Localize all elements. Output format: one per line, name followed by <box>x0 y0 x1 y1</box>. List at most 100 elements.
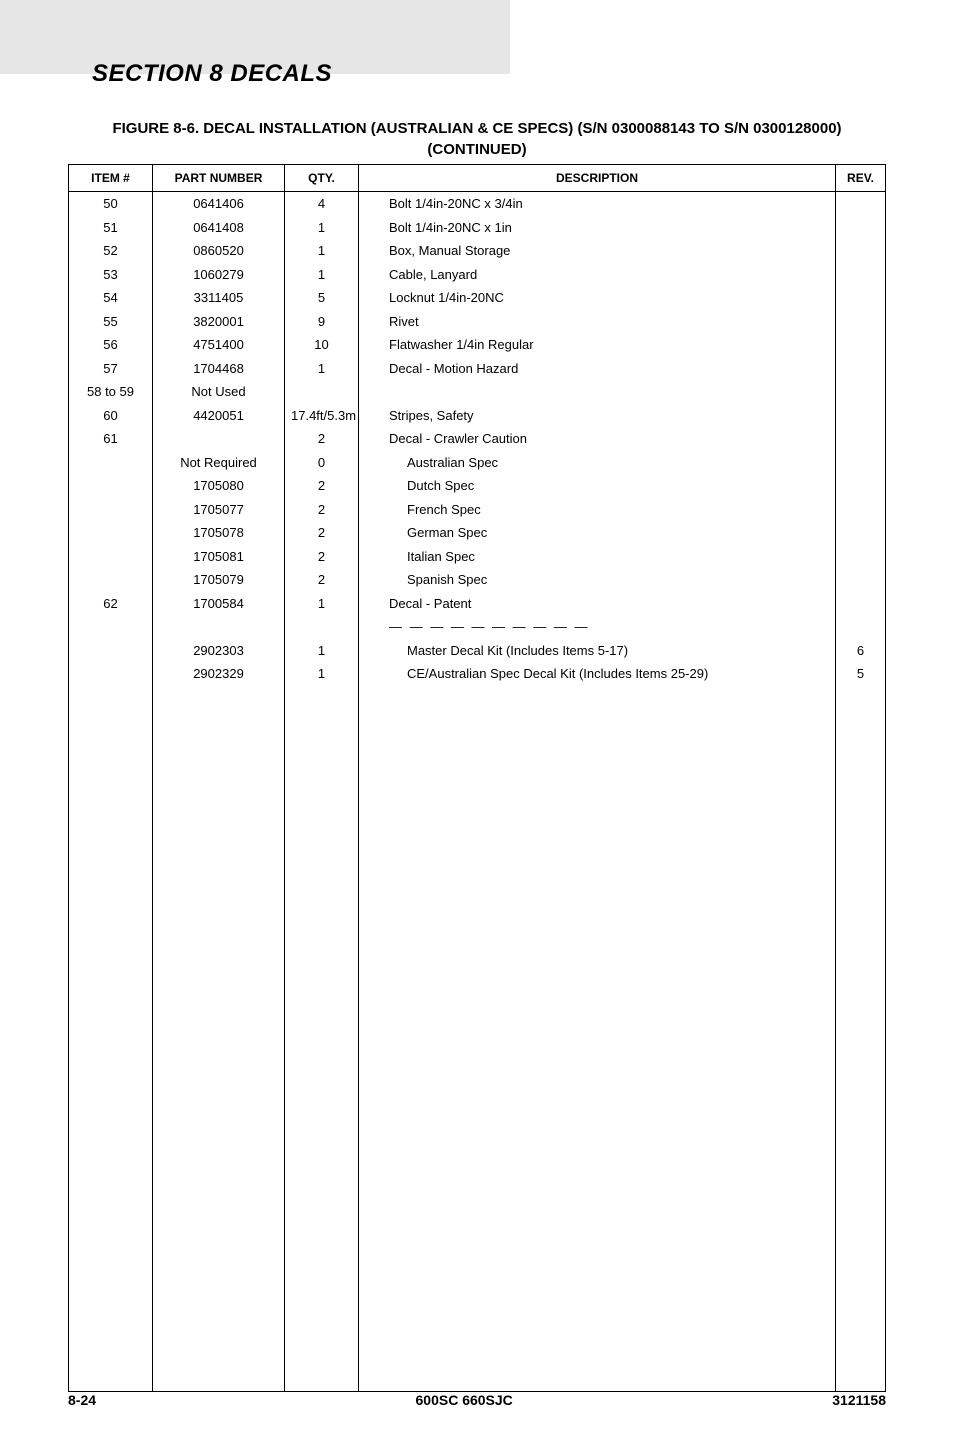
cell-blank <box>69 1085 153 1109</box>
figure-title: FIGURE 8-6. DECAL INSTALLATION (AUSTRALI… <box>87 118 867 160</box>
table-row-blank <box>69 1085 886 1109</box>
cell-blank <box>69 874 153 898</box>
cell-blank <box>69 1203 153 1227</box>
table-row-blank <box>69 1156 886 1180</box>
cell-blank <box>359 921 836 945</box>
table-row: 29023291CE/Australian Spec Decal Kit (In… <box>69 662 886 686</box>
cell-blank <box>69 686 153 710</box>
cell-blank <box>285 1132 359 1156</box>
cell-part: 4751400 <box>153 333 285 357</box>
table-row-blank <box>69 874 886 898</box>
cell-rev <box>836 333 886 357</box>
cell-blank <box>359 897 836 921</box>
cell-blank <box>153 803 285 827</box>
table-row: 5106414081Bolt 1/4in-20NC x 1in <box>69 216 886 240</box>
cell-blank <box>836 1367 886 1391</box>
table-row: 17050792Spanish Spec <box>69 568 886 592</box>
cell-blank <box>153 1367 285 1391</box>
cell-blank <box>836 1297 886 1321</box>
cell-blank <box>359 780 836 804</box>
cell-part <box>153 615 285 639</box>
table-row-blank <box>69 1250 886 1274</box>
cell-part: Not Used <box>153 380 285 404</box>
cell-blank <box>69 1297 153 1321</box>
cell-item <box>69 545 153 569</box>
cell-blank <box>69 1156 153 1180</box>
cell-blank <box>285 1297 359 1321</box>
table-row: 29023031Master Decal Kit (Includes Items… <box>69 639 886 663</box>
cell-blank <box>153 686 285 710</box>
cell-blank <box>153 1250 285 1274</box>
cell-blank <box>69 1344 153 1368</box>
cell-blank <box>285 991 359 1015</box>
cell-blank <box>285 709 359 733</box>
page: SECTION 8 DECALS FIGURE 8-6. DECAL INSTA… <box>0 0 954 1432</box>
cell-rev <box>836 474 886 498</box>
cell-blank <box>285 1156 359 1180</box>
cell-blank <box>69 1273 153 1297</box>
table-row: 58 to 59Not Used <box>69 380 886 404</box>
cell-part: 0641408 <box>153 216 285 240</box>
cell-blank <box>69 709 153 733</box>
cell-blank <box>285 686 359 710</box>
cell-blank <box>69 1062 153 1086</box>
cell-blank <box>359 1179 836 1203</box>
cell-item: 52 <box>69 239 153 263</box>
cell-part: 1705078 <box>153 521 285 545</box>
cell-item: 62 <box>69 592 153 616</box>
cell-rev <box>836 615 886 639</box>
table-row-blank <box>69 850 886 874</box>
cell-blank <box>153 1226 285 1250</box>
cell-qty: 2 <box>285 498 359 522</box>
table-row-blank <box>69 1367 886 1391</box>
cell-qty: 9 <box>285 310 359 334</box>
cell-qty: 1 <box>285 357 359 381</box>
table-row: Not Required0Australian Spec <box>69 451 886 475</box>
cell-rev: 5 <box>836 662 886 686</box>
cell-blank <box>836 1038 886 1062</box>
cell-desc: Australian Spec <box>359 451 836 475</box>
cell-blank <box>153 1015 285 1039</box>
cell-blank <box>153 968 285 992</box>
table-row-blank <box>69 1226 886 1250</box>
cell-blank <box>69 921 153 945</box>
cell-blank <box>836 1085 886 1109</box>
table-row-blank <box>69 803 886 827</box>
cell-blank <box>285 1062 359 1086</box>
cell-blank <box>359 756 836 780</box>
cell-blank <box>359 1297 836 1321</box>
cell-qty: 1 <box>285 216 359 240</box>
cell-item: 51 <box>69 216 153 240</box>
col-desc: DESCRIPTION <box>359 165 836 192</box>
cell-blank <box>153 1156 285 1180</box>
cell-blank <box>153 944 285 968</box>
cell-blank <box>359 1156 836 1180</box>
cell-part: 0860520 <box>153 239 285 263</box>
table-row: 5310602791Cable, Lanyard <box>69 263 886 287</box>
cell-blank <box>153 1085 285 1109</box>
col-item: ITEM # <box>69 165 153 192</box>
cell-blank <box>359 968 836 992</box>
cell-blank <box>153 780 285 804</box>
cell-qty: 1 <box>285 639 359 663</box>
cell-blank <box>359 686 836 710</box>
cell-blank <box>69 1132 153 1156</box>
cell-rev <box>836 427 886 451</box>
cell-blank <box>359 1226 836 1250</box>
cell-blank <box>153 1132 285 1156</box>
cell-blank <box>69 1179 153 1203</box>
cell-blank <box>359 1250 836 1274</box>
cell-qty: 5 <box>285 286 359 310</box>
table-row: 17050782German Spec <box>69 521 886 545</box>
cell-blank <box>285 968 359 992</box>
cell-blank <box>836 850 886 874</box>
cell-blank <box>69 897 153 921</box>
cell-rev <box>836 380 886 404</box>
table-row: 17050772French Spec <box>69 498 886 522</box>
cell-desc: Decal - Patent <box>359 592 836 616</box>
cell-blank <box>153 1320 285 1344</box>
cell-blank <box>69 733 153 757</box>
cell-blank <box>359 1085 836 1109</box>
table-row-blank <box>69 1297 886 1321</box>
cell-blank <box>359 827 836 851</box>
